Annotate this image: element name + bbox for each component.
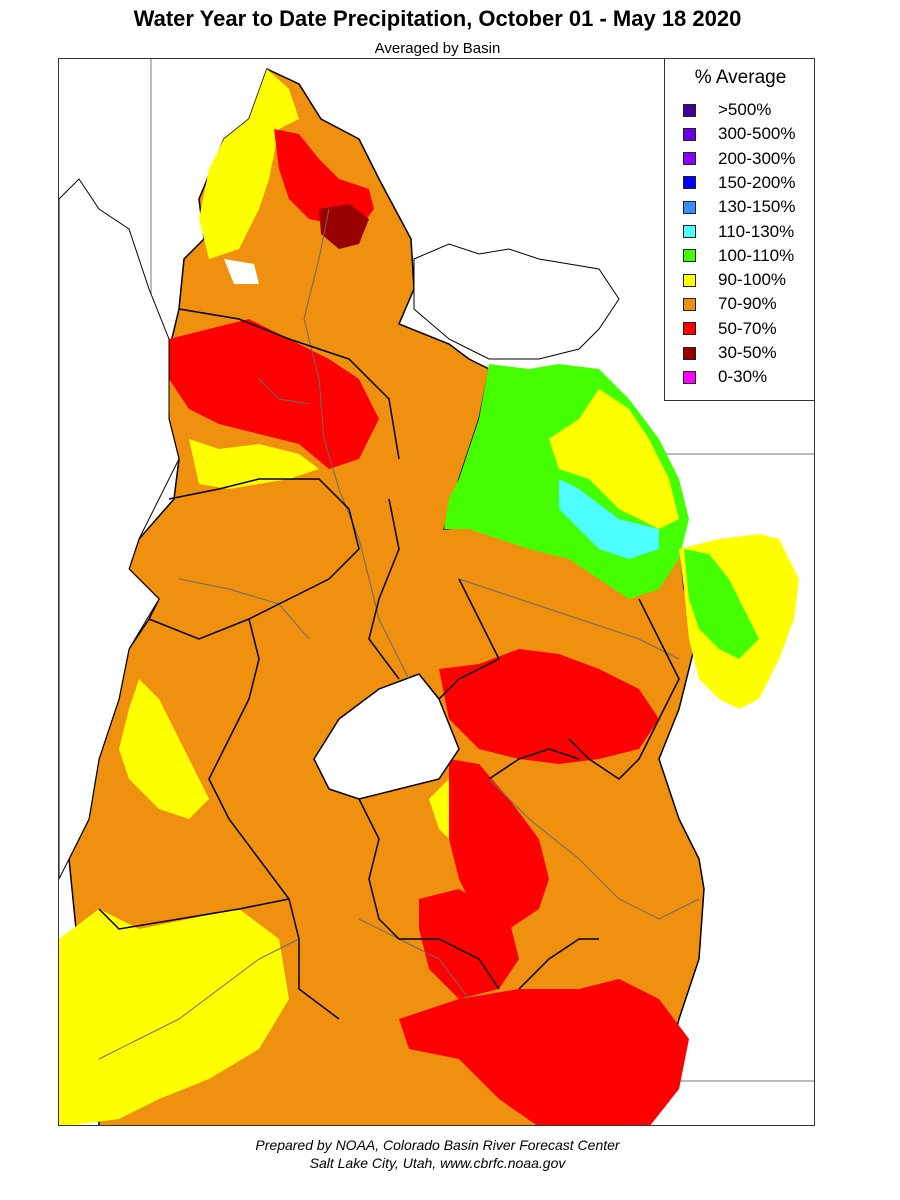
basin-region-50-70-gunnison (449, 759, 549, 929)
map-legend: % Average >500% 300-500% 200-300% 150-200% 1… (664, 58, 815, 401)
legend-label: 70-90% (718, 294, 777, 314)
credit-line-1: Prepared by NOAA, Colorado Basin River F… (255, 1137, 620, 1153)
legend-swatch (683, 370, 696, 384)
legend-label: 50-70% (718, 318, 777, 338)
basin-region-50-70-south (419, 889, 519, 999)
legend-item: 130-150% (683, 196, 796, 218)
legend-label: 0-30% (718, 367, 768, 387)
outside-basin-northeast (413, 243, 620, 360)
legend-label: >500% (718, 100, 772, 119)
legend-label: 130-150% (718, 197, 796, 217)
legend-swatch (683, 225, 696, 238)
legend-swatch (683, 127, 696, 141)
credit-line-2: Salt Lake City, Utah, www.cbrfc.noaa.gov (309, 1155, 566, 1171)
basin-region-no-data-center (313, 673, 460, 800)
basin-region-90-100-center (189, 439, 319, 489)
basin-region-110-130 (559, 479, 659, 559)
legend-item: 30-50% (683, 342, 777, 364)
legend-swatch (683, 176, 696, 190)
basin-region-50-70-southeast (399, 979, 689, 1125)
legend-swatch (683, 200, 696, 214)
legend-label: 150-200% (718, 172, 796, 192)
legend-label: 100-110% (718, 245, 795, 265)
legend-swatch (683, 322, 696, 336)
legend-item: 110-130% (683, 221, 794, 243)
legend-item: 0-30% (683, 366, 767, 388)
map-title: Water Year to Date Precipitation, Octobe… (133, 6, 742, 31)
basin-region-90-100-north (199, 69, 299, 259)
legend-swatch (683, 152, 696, 166)
legend-item: 50-70% (683, 318, 777, 340)
legend-label: 200-300% (718, 148, 796, 168)
map-subtitle: Averaged by Basin (374, 40, 501, 57)
basin-map-svg (59, 59, 814, 1125)
basin-region-30-50 (319, 204, 369, 249)
legend-item: 150-200% (683, 172, 796, 194)
legend-label: 30-50% (718, 343, 777, 362)
river-lines (98, 208, 700, 1060)
basin-region-no-data-north (224, 259, 259, 284)
legend-item: 70-90% (683, 293, 777, 315)
legend-item: 90-100% (683, 269, 786, 291)
basin-region-90-100-west (119, 679, 209, 819)
legend-swatch (683, 346, 696, 360)
legend-swatch (683, 249, 696, 263)
basin-region-50-70-middle (439, 649, 659, 764)
legend-swatch (683, 273, 696, 287)
legend-label: 110-130% (718, 221, 795, 241)
basin-region-100-110-east (684, 549, 759, 659)
legend-label: 300-500% (718, 124, 796, 144)
outside-basin-west (59, 178, 180, 880)
legend-label: 90-100% (718, 270, 787, 290)
legend-title: % Average (694, 67, 787, 88)
legend-swatch (683, 103, 696, 117)
legend-item: >500% (683, 99, 771, 121)
legend-item: 300-500% (683, 123, 796, 145)
basin-region-90-100-northeast (549, 389, 679, 529)
basin-boundaries (98, 308, 680, 1020)
legend-item: 100-110% (683, 245, 794, 267)
basin-region-90-100-southwest (59, 909, 289, 1125)
legend-item: 200-300% (683, 148, 796, 170)
legend-swatch (683, 297, 696, 311)
